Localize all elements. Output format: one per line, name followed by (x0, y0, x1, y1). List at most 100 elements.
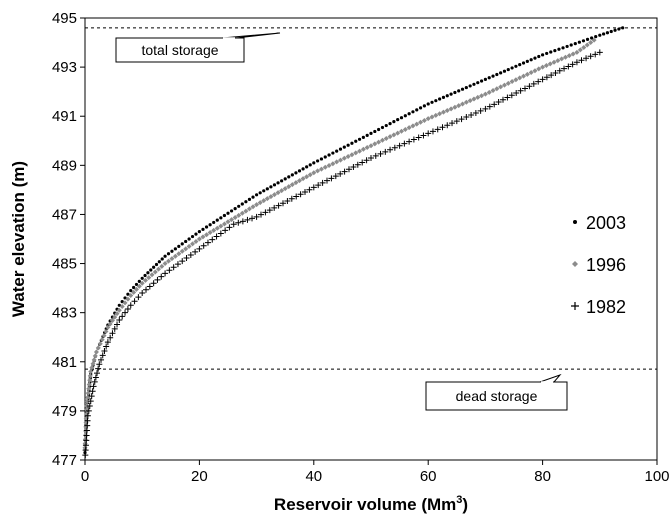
series-point (533, 56, 537, 60)
reference-lines: total storage dead storage (85, 27, 657, 411)
series-point (528, 70, 534, 76)
series-point (479, 79, 484, 83)
series-point (166, 258, 172, 264)
series-point (578, 57, 585, 64)
series-point (232, 215, 238, 221)
series-point (288, 195, 295, 202)
y-axis-label: Water elevation (m) (9, 161, 28, 317)
series-point (508, 92, 515, 99)
series-point (429, 114, 435, 120)
series-point (172, 253, 178, 259)
legend-marker (572, 261, 578, 267)
series-1982 (82, 49, 603, 463)
series-point (452, 104, 458, 110)
series-point (282, 186, 288, 192)
series-point (85, 390, 91, 396)
series-point (196, 236, 202, 242)
series-point (179, 248, 185, 254)
series-point (577, 47, 583, 53)
series-point (90, 383, 97, 390)
series-point (530, 80, 537, 87)
series-point (183, 255, 190, 262)
series-point (84, 412, 91, 419)
series-point (565, 44, 569, 49)
series-point (265, 187, 269, 191)
series-point (219, 216, 223, 220)
series-point (316, 159, 320, 163)
series-point (494, 86, 500, 92)
series-point (315, 168, 321, 174)
series-point (149, 268, 153, 272)
series-point (491, 74, 495, 78)
series-point (197, 230, 201, 234)
series-point (537, 54, 541, 59)
series-point (229, 209, 234, 213)
series-point (129, 288, 133, 293)
series-point (406, 125, 412, 131)
series-point (152, 265, 156, 269)
series-point (146, 283, 153, 290)
series-point (365, 133, 369, 137)
series-point (456, 103, 462, 109)
y-tick-label: 485 (52, 256, 77, 273)
series-point (434, 126, 441, 133)
series-point (472, 82, 476, 86)
series-point (266, 207, 273, 214)
series-point (131, 298, 138, 305)
legend-label: 1982 (586, 297, 626, 317)
series-point (383, 135, 389, 141)
legend-label: 1996 (586, 255, 626, 275)
series-point (204, 225, 209, 229)
series-point (363, 157, 370, 164)
series-point (364, 144, 370, 150)
series-point (143, 273, 147, 278)
series-point (369, 131, 373, 136)
series-point (279, 188, 285, 194)
series-point (96, 361, 103, 368)
series-point (103, 328, 109, 334)
series-point (602, 32, 606, 36)
series-point (253, 213, 260, 220)
series-point (543, 62, 549, 68)
series-point (214, 225, 220, 231)
series-point (434, 99, 438, 103)
legend: 2003 1996 1982 (571, 213, 626, 317)
series-point (237, 204, 241, 208)
series-point (476, 81, 480, 85)
plot-area-frame (84, 17, 658, 461)
series-point (359, 159, 366, 166)
series-point (271, 192, 277, 198)
series-point (156, 266, 162, 272)
series-point (87, 377, 93, 383)
series-point (215, 218, 219, 222)
callout-box (115, 37, 245, 63)
series-point (376, 139, 382, 145)
reference-callout: total storage (115, 32, 281, 63)
series-point (399, 116, 404, 120)
series-point (524, 71, 530, 77)
series-point (109, 318, 115, 324)
series-point (418, 119, 424, 125)
series-point (468, 84, 472, 88)
series-point (85, 407, 92, 414)
series-point (522, 85, 528, 92)
series-point (139, 280, 145, 286)
series-point (116, 317, 123, 324)
series-point (293, 193, 300, 200)
series-point (187, 251, 194, 258)
series-point (382, 148, 389, 155)
series-point (286, 184, 292, 190)
series-point (91, 357, 97, 363)
series-point (244, 200, 248, 204)
series-point (190, 241, 196, 247)
series-point (95, 365, 102, 372)
series-point (581, 44, 587, 50)
series-point (468, 111, 475, 118)
series-point (551, 59, 557, 65)
series-point (300, 176, 306, 182)
series-point (287, 175, 291, 179)
series-point (122, 300, 128, 306)
series-point (322, 164, 328, 170)
x-tick-label: 40 (305, 468, 322, 485)
